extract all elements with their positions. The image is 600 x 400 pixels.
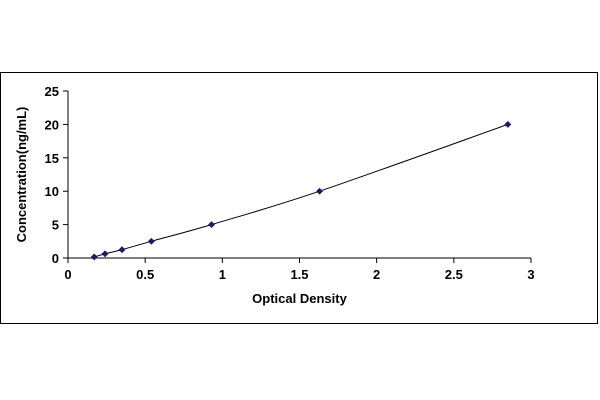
data-point bbox=[118, 246, 126, 254]
y-tick-label: 15 bbox=[45, 151, 59, 166]
plot-area: 0 5 10 15 20 25 0 0.5 1 1.5 2 2.5 3 bbox=[45, 84, 535, 282]
x-tick-label: 0.5 bbox=[136, 267, 154, 282]
x-tick-label: 2 bbox=[373, 267, 380, 282]
y-axis-title: Concentration(ng/mL) bbox=[14, 107, 29, 243]
chart-frame: 0 5 10 15 20 25 0 0.5 1 1.5 2 2.5 3 Optical Density … bbox=[0, 72, 598, 324]
x-tick-label: 0 bbox=[64, 267, 71, 282]
y-tick-label: 5 bbox=[52, 218, 59, 233]
data-point bbox=[504, 120, 512, 128]
data-point bbox=[207, 221, 216, 229]
y-tick-label: 0 bbox=[52, 251, 59, 266]
x-axis-title: Optical Density bbox=[252, 291, 347, 306]
x-tick-label: 1.5 bbox=[290, 267, 308, 282]
x-tick-label: 1 bbox=[219, 267, 226, 282]
x-tick-label: 3 bbox=[527, 267, 534, 282]
y-tick-label: 25 bbox=[45, 84, 59, 99]
y-tick-label: 20 bbox=[45, 117, 59, 132]
data-point bbox=[101, 250, 109, 258]
data-point bbox=[316, 187, 324, 195]
data-point bbox=[147, 237, 155, 245]
data-point bbox=[90, 253, 98, 261]
trend-curve bbox=[94, 123, 509, 258]
y-tick-label: 10 bbox=[45, 184, 59, 199]
x-tick-label: 2.5 bbox=[445, 267, 463, 282]
